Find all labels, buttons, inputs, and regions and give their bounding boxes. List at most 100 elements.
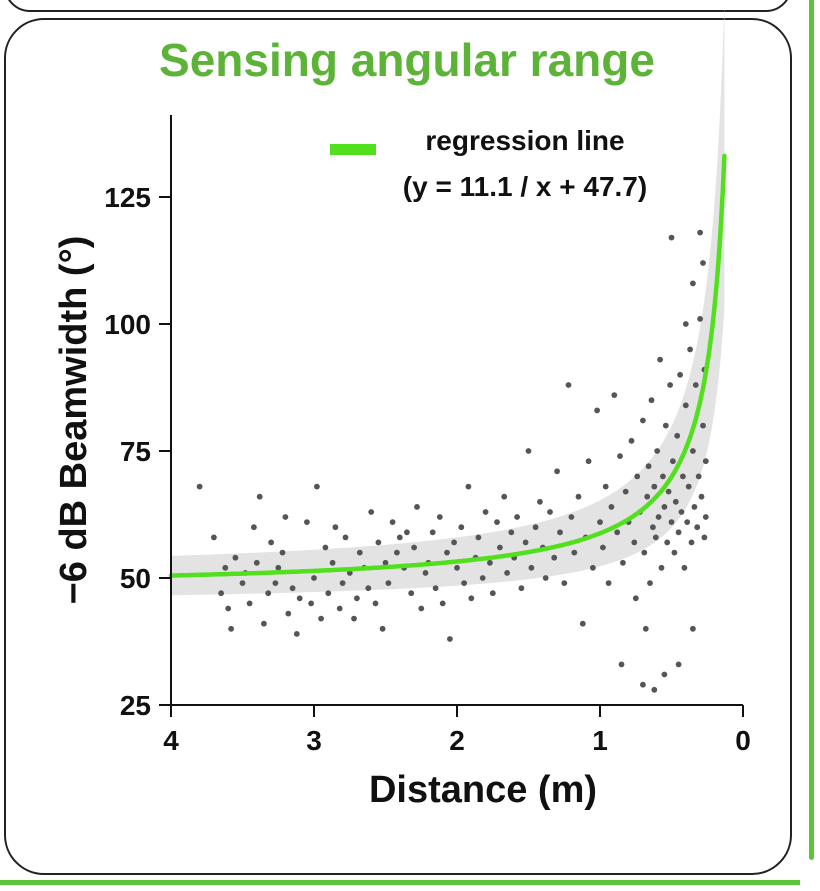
data-point [647, 580, 653, 586]
data-point [579, 620, 586, 627]
data-point [672, 498, 679, 505]
y-tick-label: 125 [104, 182, 151, 213]
data-point [465, 483, 472, 490]
data-point [554, 468, 560, 475]
data-point [617, 453, 623, 459]
data-point [682, 321, 689, 327]
data-point [667, 382, 673, 388]
data-point [675, 529, 682, 536]
data-point [698, 493, 705, 500]
data-point [547, 509, 553, 515]
data-point [565, 382, 572, 388]
data-point [246, 600, 253, 607]
data-point [308, 600, 314, 607]
data-point [279, 549, 286, 556]
data-point [602, 483, 609, 490]
y-tick-label: 75 [120, 436, 151, 467]
data-point [542, 575, 549, 581]
data-point [525, 448, 532, 454]
data-point [661, 671, 668, 678]
data-point [389, 519, 396, 525]
data-point [514, 514, 520, 520]
data-point [620, 559, 626, 566]
data-point [375, 539, 382, 546]
data-point [356, 549, 363, 556]
data-point [655, 514, 662, 520]
data-point [681, 564, 688, 571]
data-point [239, 580, 246, 586]
data-point [688, 539, 695, 546]
data-point [439, 600, 446, 607]
data-point [522, 539, 529, 546]
data-point [318, 615, 324, 622]
data-point [694, 524, 701, 531]
y-tick-label: 50 [120, 563, 151, 594]
x-tick-label: 2 [449, 725, 465, 756]
data-point [382, 559, 389, 566]
data-point [682, 402, 689, 409]
y-axis-title: −6 dB Beamwidth (°) [53, 236, 95, 605]
data-point [504, 570, 510, 576]
data-point [211, 534, 217, 541]
axes [170, 115, 743, 706]
data-point [597, 519, 603, 525]
data-point [325, 590, 332, 597]
data-point [700, 260, 706, 266]
data-point [551, 554, 558, 561]
data-point [651, 686, 658, 693]
data-point [487, 559, 493, 566]
data-point [675, 661, 682, 668]
data-point [695, 473, 702, 480]
data-point [702, 458, 709, 465]
data-point [256, 493, 263, 500]
data-point [497, 544, 503, 551]
x-tick-label: 1 [592, 725, 608, 756]
data-point [261, 620, 267, 627]
data-point [232, 554, 239, 561]
data-point [652, 534, 659, 541]
data-point [600, 544, 606, 551]
data-point [700, 422, 706, 429]
bottom-green-accent [0, 880, 800, 885]
data-point [329, 559, 336, 566]
data-point [632, 595, 639, 602]
data-point [657, 356, 663, 363]
data-point [654, 448, 661, 454]
data-point [590, 564, 596, 571]
data-point [642, 625, 649, 632]
data-point [650, 524, 656, 531]
data-point [489, 590, 496, 597]
data-point [568, 514, 575, 520]
data-point [614, 529, 621, 536]
data-point [225, 605, 232, 612]
data-point [285, 610, 292, 617]
data-point [368, 509, 375, 515]
data-point [677, 371, 683, 378]
data-point [379, 625, 386, 632]
data-point [396, 534, 403, 541]
data-point [690, 280, 696, 287]
data-point [690, 625, 696, 632]
data-point [365, 585, 372, 592]
data-point [685, 483, 692, 490]
data-point [342, 534, 349, 541]
data-point [314, 483, 320, 490]
data-point [501, 493, 508, 500]
data-point [697, 229, 703, 236]
data-point [296, 595, 303, 602]
data-point [660, 473, 666, 480]
data-point [605, 580, 612, 586]
data-point [289, 585, 296, 592]
y-tick-label: 25 [120, 690, 151, 721]
data-point [611, 392, 618, 398]
data-point [684, 519, 691, 525]
confidence-band [171, 3, 725, 596]
data-points [196, 229, 709, 693]
y-ticks: 25 50 75 100 125 [104, 182, 171, 721]
x-ticks: 4 3 2 1 0 [163, 705, 751, 756]
regression-curve [168, 153, 727, 578]
data-point [272, 580, 279, 586]
data-point [670, 458, 676, 465]
data-point [594, 407, 600, 414]
